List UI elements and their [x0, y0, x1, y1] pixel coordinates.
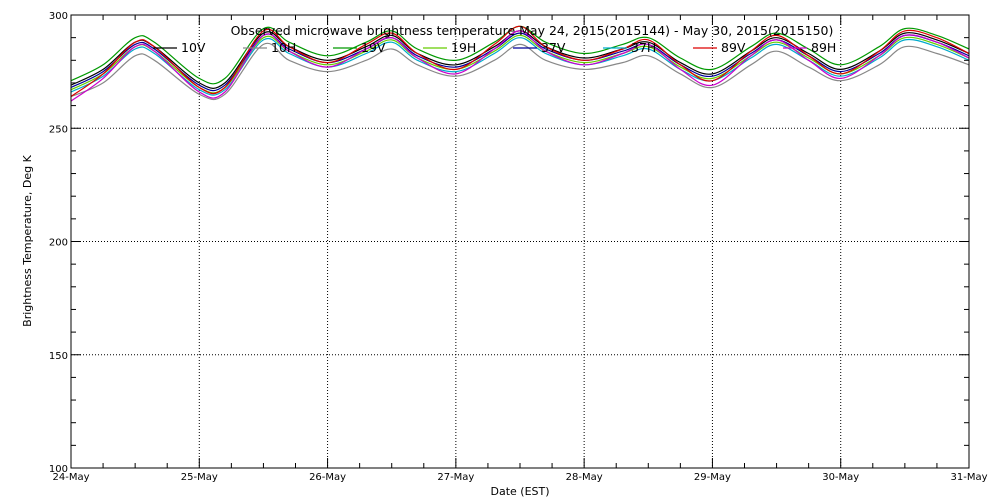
y-tick-label: 100 — [49, 464, 68, 475]
legend-label-37v: 37V — [541, 40, 566, 55]
chart-title: Observed microwave brightness temperatur… — [231, 23, 834, 38]
x-tick-label: 29-May — [694, 472, 731, 483]
y-tick-label: 300 — [49, 11, 68, 22]
series-line-37h — [70, 37, 970, 96]
grid-lines — [71, 15, 969, 468]
x-tick-label: 25-May — [181, 472, 218, 483]
y-tick-labels: 100 150 200 250 300 — [49, 11, 68, 475]
y-axis-title: Brightness Temperature, Deg K — [21, 154, 34, 326]
tick-marks — [70, 14, 970, 469]
plot-border — [70, 14, 970, 469]
y-tick-label: 200 — [49, 238, 68, 249]
x-tick-label: 31-May — [950, 472, 987, 483]
series-line-89v — [70, 25, 970, 97]
x-tick-label: 27-May — [437, 472, 474, 483]
legend-label-19v: 19V — [361, 40, 386, 55]
x-tick-label: 30-May — [822, 472, 859, 483]
series-line-10h — [70, 42, 970, 101]
y-tick-label: 250 — [49, 124, 68, 135]
series-line-89h — [70, 30, 970, 102]
series-lines — [70, 25, 970, 102]
legend-label-10h: 10H — [271, 40, 296, 55]
legend-label-19h: 19H — [451, 40, 476, 55]
x-axis-title: Date (EST) — [490, 485, 549, 498]
legend-label-89v: 89V — [721, 40, 746, 55]
y-tick-label: 150 — [49, 351, 68, 362]
legend-label-37h: 37H — [631, 40, 656, 55]
legend: 10V 10H 19V 19H 37V 37H 89V 89H — [153, 40, 836, 55]
series-line-37v — [70, 32, 970, 92]
x-tick-label: 28-May — [566, 472, 603, 483]
x-tick-labels: 24-May 25-May 26-May 27-May 28-May 29-May 30-M… — [52, 472, 987, 483]
legend-label-10v: 10V — [181, 40, 206, 55]
legend-label-89h: 89H — [811, 40, 836, 55]
x-tick-label: 24-May — [52, 472, 89, 483]
x-tick-label: 26-May — [309, 472, 346, 483]
plot-frame — [70, 14, 970, 469]
